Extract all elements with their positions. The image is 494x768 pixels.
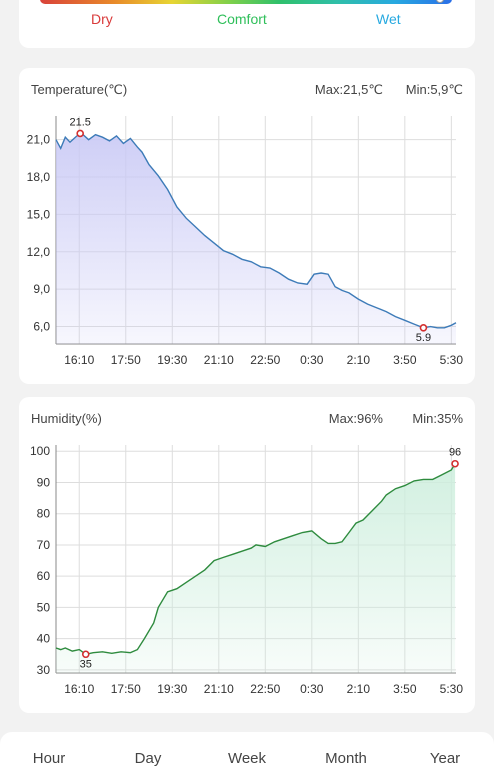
temperature-marker — [419, 324, 428, 332]
humidity-x-tick-label: 17:50 — [111, 682, 141, 696]
comfort-gradient-bar — [40, 0, 452, 4]
dry-label: Dry — [91, 11, 113, 27]
tab-month[interactable]: Month — [325, 750, 367, 767]
humidity-title: Humidity(%) — [31, 411, 102, 426]
temperature-x-tick-label: 17:50 — [111, 353, 141, 367]
temperature-title: Temperature(℃) — [31, 82, 128, 97]
temperature-area — [56, 133, 456, 344]
wet-label: Wet — [376, 11, 401, 27]
humidity-x-tick-label: 2:10 — [347, 682, 371, 696]
tab-week[interactable]: Week — [227, 750, 267, 767]
humidity-marker — [451, 459, 459, 468]
humidity-x-tick-label: 0:30 — [300, 682, 324, 696]
temperature-y-tick-label: 21,0 — [27, 133, 51, 147]
humidity-x-tick-label: 22:50 — [250, 682, 280, 696]
temperature-x-tick-label: 2:10 — [347, 353, 371, 367]
comfort-label: Comfort — [217, 11, 267, 27]
humidity-max: Max:96% — [328, 411, 383, 426]
humidity-y-tick-label: 70 — [37, 538, 51, 552]
temperature-y-tick-label: 12,0 — [27, 245, 51, 259]
temperature-header: Temperature(℃) Max:21,5℃ Min:5,9℃ — [31, 82, 463, 100]
temperature-min: Min:5,9℃ — [405, 82, 463, 97]
time-range-nav: Hour Day Week Month Year — [0, 732, 494, 768]
humidity-y-tick-label: 60 — [37, 569, 51, 583]
temperature-chart: 16:10 17:50 19:30 21:10 22:50 0:30 2:10 3:50 5:3… — [27, 116, 464, 367]
humidity-min: Min:35% — [412, 411, 463, 426]
temperature-x-tick-label: 16:10 — [64, 353, 94, 367]
humidity-y-tick-label: 40 — [37, 632, 51, 646]
humidity-card: Humidity(%) Max:96% Min:35% 16:10 17:50 19… — [19, 397, 475, 713]
humidity-x-tick-label: 16:10 — [64, 682, 94, 696]
humidity-header: Humidity(%) Max:96% Min:35% — [31, 411, 463, 429]
humidity-x-tick-label: 5:30 — [440, 682, 464, 696]
humidity-chart: 16:10 17:50 19:30 21:10 22:50 0:30 2:10 3:50 5:3… — [30, 444, 464, 696]
humidity-y-tick-label: 50 — [37, 600, 51, 614]
temperature-marker-label: 21.5 — [69, 116, 90, 128]
temperature-max: Max:21,5℃ — [314, 82, 383, 97]
humidity-area — [56, 463, 456, 673]
temperature-card: Temperature(℃) Max:21,5℃ Min:5,9℃ 16:10 1… — [19, 68, 475, 384]
temperature-x-tick-label: 0:30 — [300, 353, 324, 367]
comfort-card: Dry Comfort Wet — [19, 0, 475, 48]
temperature-marker-label: 5.9 — [416, 332, 431, 344]
temperature-x-tick-label: 3:50 — [393, 353, 417, 367]
tab-year[interactable]: Year — [429, 750, 461, 767]
humidity-marker-label: 35 — [80, 658, 92, 670]
humidity-marker-label: 96 — [449, 447, 461, 459]
temperature-x-tick-label: 21:10 — [204, 353, 234, 367]
temperature-line — [55, 132, 457, 329]
humidity-y-tick-label: 90 — [37, 475, 51, 489]
tab-day[interactable]: Day — [134, 750, 162, 767]
tab-hour[interactable]: Hour — [32, 750, 66, 767]
humidity-marker — [81, 650, 90, 659]
humidity-x-tick-label: 19:30 — [157, 682, 187, 696]
humidity-x-tick-label: 21:10 — [204, 682, 234, 696]
temperature-y-tick-label: 18,0 — [27, 170, 51, 184]
humidity-line — [55, 463, 456, 656]
temperature-x-tick-label: 22:50 — [250, 353, 280, 367]
temperature-x-tick-label: 5:30 — [440, 353, 464, 367]
temperature-y-tick-label: 9,0 — [33, 282, 50, 296]
humidity-y-tick-label: 30 — [37, 663, 51, 677]
temperature-x-tick-label: 19:30 — [157, 353, 187, 367]
humidity-y-tick-label: 100 — [30, 444, 50, 458]
humidity-y-tick-label: 80 — [37, 507, 51, 521]
humidity-x-tick-label: 3:50 — [393, 682, 417, 696]
temperature-marker — [76, 129, 84, 138]
temperature-y-tick-label: 6,0 — [33, 320, 50, 334]
temperature-y-tick-label: 15,0 — [27, 207, 51, 221]
